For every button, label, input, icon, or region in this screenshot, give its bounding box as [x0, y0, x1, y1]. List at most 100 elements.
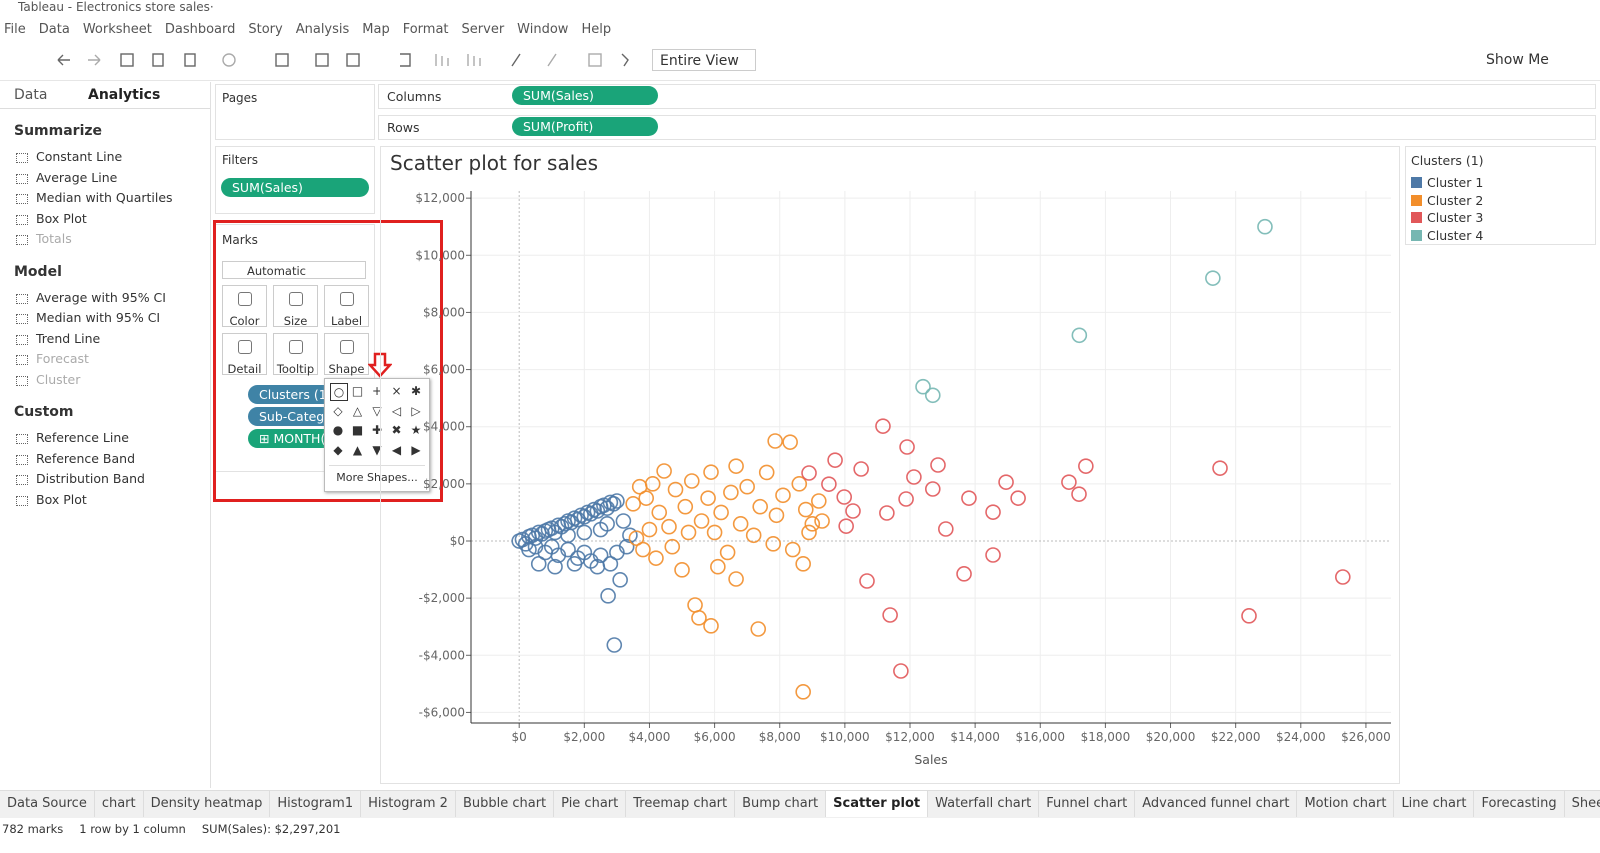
filters-card: Filters SUM(Sales): [215, 146, 375, 214]
sheet-tab[interactable]: Advanced funnel chart: [1135, 791, 1298, 817]
sheet-tab[interactable]: Treemap chart: [626, 791, 736, 817]
mark-button[interactable]: Shape: [324, 333, 369, 376]
view-dropdown[interactable]: Entire View: [652, 49, 756, 71]
analytics-item[interactable]: Median with Quartiles: [0, 188, 210, 209]
sheet-tab[interactable]: Waterfall chart: [928, 791, 1040, 817]
sheet-tab[interactable]: Funnel chart: [1039, 791, 1136, 817]
scatter-point: [710, 558, 726, 575]
shape-option[interactable]: △: [352, 403, 363, 418]
show-me-button[interactable]: Show Me: [1486, 52, 1549, 68]
menu-item[interactable]: Story: [248, 22, 283, 37]
status-text: 782 marks: [2, 822, 64, 836]
scatter-point: [775, 487, 791, 504]
menu-item[interactable]: Analysis: [295, 22, 350, 37]
analytics-item[interactable]: Box Plot: [0, 209, 210, 230]
scatter-point: [674, 562, 690, 578]
analytics-item[interactable]: Constant Line: [0, 147, 210, 168]
pane-tab[interactable]: Analytics: [88, 87, 161, 103]
menu-item[interactable]: File: [4, 22, 26, 37]
more-shapes[interactable]: More Shapes...: [329, 465, 425, 484]
analytics-item[interactable]: Reference Line: [0, 428, 210, 449]
menu-item[interactable]: Format: [402, 22, 449, 37]
shape-option[interactable]: ✖: [391, 423, 402, 437]
shape-option[interactable]: ×: [391, 384, 402, 398]
analytics-item[interactable]: Average with 95% CI: [0, 288, 210, 309]
shape-option[interactable]: ○: [330, 383, 348, 401]
legend-item[interactable]: Cluster 4: [1406, 227, 1595, 245]
rows-pill[interactable]: SUM(Profit): [512, 117, 658, 136]
sheet-tab[interactable]: Histogram1: [270, 791, 362, 817]
analytics-item[interactable]: Trend Line: [0, 329, 210, 350]
menu-item[interactable]: Dashboard: [164, 22, 236, 37]
mark-type[interactable]: Automatic: [222, 261, 366, 279]
shape-option[interactable]: ✚: [371, 423, 383, 437]
sheet-tab[interactable]: chart: [95, 791, 144, 817]
sheet-tab[interactable]: Motion chart: [1297, 791, 1395, 817]
sheet-tab[interactable]: Line chart: [1394, 791, 1475, 817]
menu-item[interactable]: Worksheet: [82, 22, 152, 37]
menu-item[interactable]: Data: [38, 22, 70, 37]
shape-option[interactable]: ▷: [411, 403, 421, 418]
scatter-point: [853, 461, 869, 477]
shape-option[interactable]: ◀: [391, 442, 402, 457]
shape-option[interactable]: ●: [332, 423, 344, 437]
scatter-point: [560, 527, 576, 544]
shape-option[interactable]: ★: [410, 423, 422, 437]
mark-button[interactable]: Detail: [222, 333, 267, 376]
legend-items: Cluster 1 Cluster 2 Cluster 3 Cluster 4: [1406, 174, 1595, 244]
menu-item[interactable]: Server: [461, 22, 505, 37]
shape-option[interactable]: ■: [351, 423, 364, 437]
mark-button[interactable]: Size: [273, 285, 318, 328]
filter-pill[interactable]: SUM(Sales): [221, 178, 369, 197]
sheet-tab[interactable]: Bump chart: [735, 791, 827, 817]
columns-pill[interactable]: SUM(Sales): [512, 86, 658, 105]
section-title: Custom: [14, 404, 74, 420]
columns-label: Columns: [387, 89, 442, 104]
scatter-point: [745, 527, 762, 544]
legend-item[interactable]: Cluster 2: [1406, 192, 1595, 210]
sheet-tab[interactable]: Histogram 2: [361, 791, 456, 817]
menu-item[interactable]: Help: [581, 22, 612, 37]
scatter-point: [801, 524, 817, 541]
scatter-point: [915, 378, 931, 395]
sheet-tab[interactable]: Sheet 19: [1565, 791, 1600, 817]
scatter-point: [938, 521, 954, 537]
analytics-item[interactable]: Average Line: [0, 168, 210, 189]
menu-bar: File Data Worksheet Dashboard Story Analysis M…: [4, 22, 624, 37]
scatter-point: [600, 588, 616, 604]
analytics-item[interactable]: Distribution Band: [0, 469, 210, 490]
shape-option[interactable]: ▲: [352, 442, 363, 457]
mark-button[interactable]: Tooltip: [273, 333, 318, 376]
shape-option[interactable]: ◆: [333, 442, 343, 457]
mark-button[interactable]: Color: [222, 285, 267, 328]
shape-option[interactable]: □: [351, 384, 364, 398]
shape-option[interactable]: ▼: [372, 442, 382, 457]
status-text: 1 row by 1 column: [79, 822, 186, 836]
menu-item[interactable]: Map: [362, 22, 390, 37]
shape-option[interactable]: ◁: [391, 403, 402, 418]
sheet-tab[interactable]: Pie chart: [554, 791, 627, 817]
shape-option[interactable]: ▽: [372, 403, 382, 418]
mark-button[interactable]: Label: [324, 285, 369, 328]
legend-item[interactable]: Cluster 1: [1406, 174, 1595, 192]
sheet-tab[interactable]: Forecasting: [1474, 791, 1565, 817]
analytics-item[interactable]: Reference Band: [0, 449, 210, 470]
shape-option[interactable]: +: [371, 384, 383, 398]
shape-option[interactable]: ▶: [411, 442, 421, 457]
sheet-tab[interactable]: Scatter plot: [826, 791, 929, 817]
sheet-tabs: Data Source chart Density heatmap Histogram…: [0, 790, 1600, 818]
pane-tab[interactable]: Data: [14, 87, 48, 103]
scatter-point: [1212, 460, 1228, 476]
window-title: Tableau - Electronics store sales·: [18, 0, 214, 14]
sheet-tab[interactable]: Bubble chart: [456, 791, 555, 817]
legend-item[interactable]: Cluster 3: [1406, 209, 1595, 227]
scatter-point: [930, 457, 946, 473]
menu-item[interactable]: Window: [517, 22, 569, 37]
analytics-item[interactable]: Box Plot: [0, 490, 210, 511]
sheet-tab[interactable]: Data Source: [0, 791, 95, 817]
analytics-item[interactable]: Median with 95% CI: [0, 308, 210, 329]
shape-option[interactable]: ◇: [333, 403, 343, 418]
shape-option[interactable]: ✱: [410, 384, 422, 398]
sheet-tab[interactable]: Density heatmap: [144, 791, 271, 817]
